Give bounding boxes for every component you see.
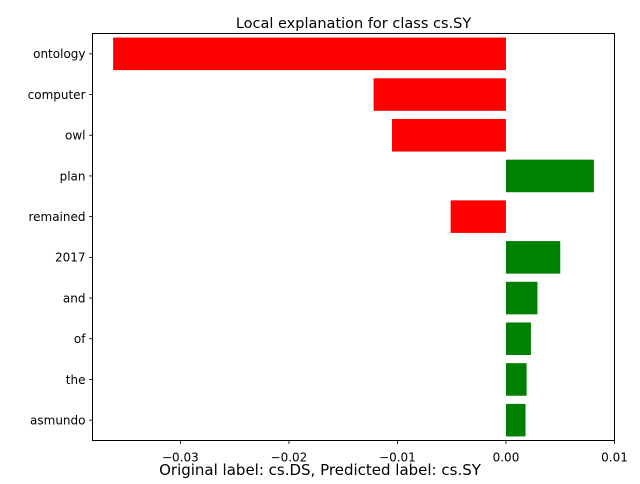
x-tick-label: −0.01 (379, 451, 416, 465)
plot-frame (92, 33, 615, 441)
y-axis-ticks: ontology computer owl plan remained 2017 and of… (28, 47, 93, 427)
y-tick-label: asmundo (30, 413, 85, 427)
x-tick-label: −0.02 (271, 451, 308, 465)
bars-group (113, 37, 594, 437)
y-tick-label: and (63, 291, 86, 305)
bar-owl (392, 118, 506, 152)
y-tick-label: ontology (33, 47, 85, 61)
y-tick-label: 2017 (55, 251, 86, 265)
chart-caption: Original label: cs.DS, Predicted label: … (159, 461, 482, 479)
bar-the (505, 363, 527, 396)
bar-remained (450, 200, 506, 233)
bar-2017 (505, 241, 561, 274)
y-tick-label: of (74, 332, 86, 346)
bar-plan (505, 159, 594, 193)
bar-and (505, 281, 538, 315)
x-axis-ticks: −0.03 −0.02 −0.01 0.00 0.01 (162, 440, 628, 465)
y-tick-label: owl (65, 129, 86, 143)
bar-computer (373, 78, 506, 111)
y-tick-label: the (66, 373, 86, 387)
chart-title: Local explanation for class cs.SY (236, 16, 472, 32)
bar-ontology (113, 37, 506, 71)
x-tick-label: 0.00 (493, 451, 520, 465)
x-tick-label: 0.01 (601, 451, 628, 465)
x-tick-label: −0.03 (162, 451, 199, 465)
bar-of (505, 322, 531, 356)
bar-asmundo (505, 403, 526, 437)
y-tick-label: remained (28, 210, 85, 224)
y-tick-label: computer (28, 88, 86, 102)
y-tick-label: plan (60, 169, 86, 183)
